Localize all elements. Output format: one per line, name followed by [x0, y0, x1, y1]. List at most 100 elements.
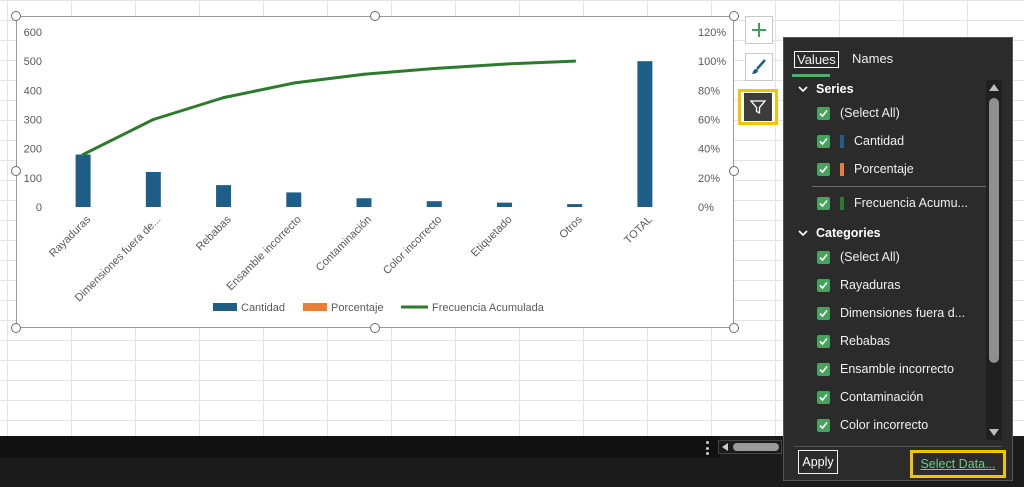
series-item-cantidad[interactable]: Cantidad [817, 131, 904, 151]
resize-handle-top-left[interactable] [11, 11, 21, 21]
checkbox-checked[interactable] [817, 278, 830, 292]
bar-cantidad [216, 185, 232, 207]
category-item[interactable]: Dimensiones fuera d... [817, 303, 965, 323]
resize-handle-bottom-right[interactable] [729, 323, 739, 333]
series-item-label: Frecuencia Acumu... [854, 196, 968, 210]
line-point [81, 153, 85, 156]
chart-filters-button[interactable] [738, 89, 778, 125]
right-axis-tick-label: 20% [698, 173, 720, 185]
checkmark-icon [819, 365, 828, 373]
right-axis-tick-label: 80% [698, 85, 720, 97]
checkmark-icon [819, 337, 828, 345]
series-color-swatch [840, 134, 844, 148]
series-header-label: Series [816, 82, 854, 96]
chart-filter-panel: Values Names Series (Select All) Cantida… [783, 37, 1013, 481]
legend-swatch [213, 303, 237, 311]
category-tick-label: TOTAL [622, 214, 655, 247]
checkmark-icon [819, 309, 828, 317]
series-item-select-all[interactable]: (Select All) [817, 103, 900, 123]
bar-cantidad [567, 204, 583, 207]
line-point [502, 62, 506, 66]
category-tick-label: Rayaduras [47, 213, 93, 259]
chevron-down-icon [798, 230, 808, 237]
chart-elements-button[interactable] [745, 16, 773, 44]
category-item-label: Rayaduras [840, 278, 901, 292]
line-point [222, 96, 226, 100]
horizontal-scrollbar[interactable] [718, 440, 782, 454]
resize-handle-bottom-left[interactable] [11, 323, 21, 333]
checkbox-checked[interactable] [817, 106, 830, 120]
checkbox-checked[interactable] [817, 306, 830, 320]
checkbox-checked[interactable] [817, 134, 830, 148]
series-item-label: (Select All) [840, 106, 900, 120]
series-section-header[interactable]: Series [798, 82, 854, 96]
categories-section-header[interactable]: Categories [798, 226, 881, 240]
resize-handle-left[interactable] [11, 166, 21, 176]
more-options-icon[interactable] [704, 441, 710, 455]
series-divider [812, 186, 986, 187]
category-item-label: Rebabas [840, 334, 891, 348]
resize-handle-right[interactable] [729, 166, 739, 176]
chart-area[interactable] [16, 16, 734, 328]
category-item-label: Dimensiones fuera d... [840, 306, 966, 320]
scroll-left-icon[interactable] [722, 443, 728, 451]
right-axis-tick-label: 40% [698, 144, 720, 156]
category-item[interactable]: Rebabas [817, 331, 890, 351]
category-tick-label: Rebabas [194, 213, 234, 253]
category-item-label: (Select All) [840, 250, 900, 264]
funnel-icon [749, 100, 767, 115]
line-point [432, 66, 436, 70]
checkbox-checked[interactable] [817, 362, 830, 376]
legend-label: Frecuencia Acumulada [432, 302, 545, 314]
category-item-label: Contaminación [840, 390, 924, 404]
chart-filters-inner [744, 93, 772, 121]
bar-cantidad [145, 172, 161, 207]
series-item-porcentaje[interactable]: Porcentaje [817, 159, 914, 179]
brush-icon [752, 59, 766, 74]
checkmark-icon [819, 137, 828, 145]
left-axis-tick-label: 300 [24, 115, 42, 127]
left-axis-tick-label: 100 [24, 173, 42, 185]
sheet-tab-strip [0, 436, 720, 458]
checkmark-icon [819, 199, 828, 207]
chevron-down-icon [798, 86, 808, 93]
checkbox-checked[interactable] [817, 196, 830, 210]
scroll-down-icon[interactable] [989, 429, 999, 436]
right-axis-tick-label: 100% [698, 56, 726, 68]
horizontal-scroll-thumb[interactable] [733, 443, 779, 451]
checkbox-checked[interactable] [817, 250, 830, 264]
category-item[interactable]: Color incorrecto [817, 415, 928, 435]
checkbox-checked[interactable] [817, 334, 830, 348]
resize-handle-bottom[interactable] [370, 323, 380, 333]
line-point [151, 118, 155, 121]
checkbox-checked[interactable] [817, 390, 830, 404]
checkmark-icon [819, 421, 828, 429]
category-item[interactable]: Rayaduras [817, 275, 900, 295]
category-item[interactable]: (Select All) [817, 247, 900, 267]
line-point [292, 81, 296, 85]
chart-styles-button[interactable] [745, 53, 773, 81]
categories-header-label: Categories [816, 226, 881, 240]
right-axis-tick-label: 120% [698, 27, 726, 39]
bar-cantidad [356, 198, 372, 207]
apply-button[interactable]: Apply [798, 450, 838, 474]
resize-handle-top[interactable] [370, 11, 380, 21]
checkmark-icon [819, 165, 828, 173]
pareto-chart[interactable]: 0 100 200 300 400 500 600 0% 20% 40% 60% 80% 100% 120… [0, 0, 1024, 340]
series-item-frecuencia[interactable]: Frecuencia Acumu... [817, 193, 968, 213]
bar-cantidad [637, 61, 653, 207]
checkbox-checked[interactable] [817, 418, 830, 432]
bar-cantidad [496, 202, 512, 207]
panel-scroll-thumb[interactable] [989, 98, 999, 363]
category-item[interactable]: Contaminación [817, 387, 923, 407]
resize-handle-top-right[interactable] [729, 11, 739, 21]
tab-values[interactable]: Values [794, 51, 839, 68]
legend-label: Porcentaje [331, 302, 384, 314]
tab-names[interactable]: Names [852, 51, 894, 66]
category-item[interactable]: Ensamble incorrecto [817, 359, 954, 379]
select-data-link[interactable]: Select Data... [910, 450, 1006, 478]
checkbox-checked[interactable] [817, 162, 830, 176]
category-tick-label: Otros [557, 213, 585, 241]
scroll-up-icon[interactable] [989, 84, 999, 91]
category-item-label: Ensamble incorrecto [840, 362, 954, 376]
